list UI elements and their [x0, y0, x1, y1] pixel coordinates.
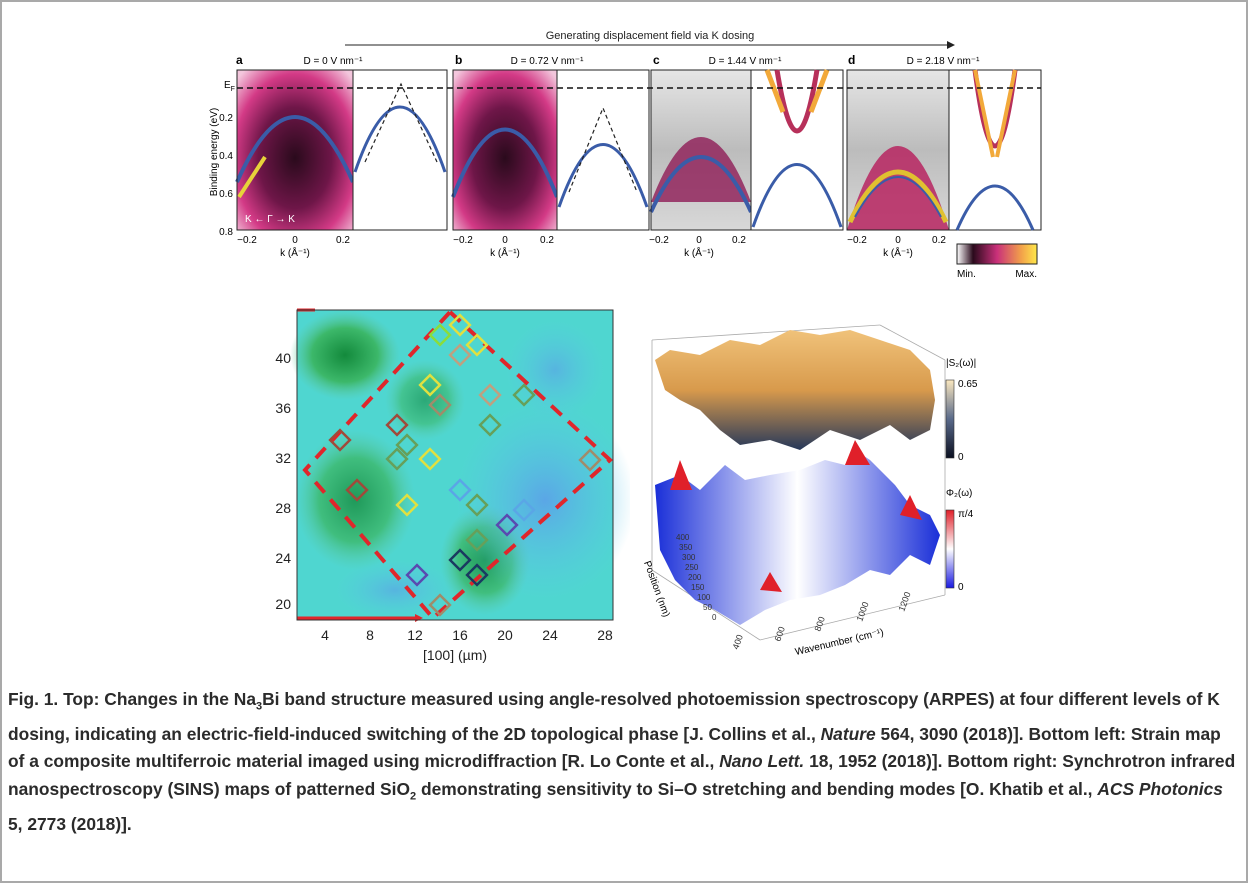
field-label-d: D = 2.18 V nm⁻¹	[907, 56, 980, 67]
strain-xtick: 16	[452, 627, 468, 643]
arpes-xlabel: k (Å⁻¹)	[883, 246, 913, 259]
arpes-ytick: 0.6	[219, 189, 233, 200]
arpes-xtick: −0.2	[453, 235, 473, 246]
field-label-a: D = 0 V nm⁻¹	[304, 56, 364, 67]
arpes-header: Generating displacement field via K dosi…	[546, 30, 755, 42]
arpes-ylabel: Binding energy (eV)	[209, 108, 220, 196]
sins-ytick: 200	[688, 573, 702, 582]
arpes-xtick: 0	[895, 235, 901, 246]
arpes-ytick: 0.4	[219, 151, 233, 162]
sins-colorbar-amplitude	[945, 379, 955, 459]
arpes-ytick: 0.2	[219, 113, 233, 124]
sins-ytick: 50	[703, 603, 712, 612]
arpes-model-b	[556, 69, 650, 231]
arpes-xtick: −0.2	[847, 235, 867, 246]
sins-ytick: 250	[685, 563, 699, 572]
sins-xtick: 1000	[854, 600, 870, 622]
fermi-label: EF	[224, 80, 235, 93]
sins-ytick: 150	[691, 583, 705, 592]
arpes-xlabel: k (Å⁻¹)	[490, 246, 520, 259]
arpes-ytick: 0.8	[219, 227, 233, 238]
arpes-xtick: 0.2	[732, 235, 746, 246]
sins-ytick: 350	[679, 543, 693, 552]
sins-figure: |S₂(ω)| 0.65 0 Φ₂(ω) π/4 0 Position (nm)…	[640, 300, 1000, 670]
strain-ytick: 32	[275, 450, 291, 466]
sins-phase-surface	[655, 450, 940, 625]
strain-xtick: 12	[407, 627, 423, 643]
arpes-xtick: 0	[502, 235, 508, 246]
arpes-map-b	[453, 70, 557, 230]
sins-amplitude-surface	[655, 330, 935, 450]
sins-ylabel: Position (nm)	[641, 560, 671, 619]
field-label-b: D = 0.72 V nm⁻¹	[511, 56, 584, 67]
strain-xtick: 8	[366, 627, 374, 643]
figure-caption: Fig. 1. Top: Changes in the Na3Bi band s…	[8, 689, 1236, 834]
strain-map-figure: 40 36 32 28 24 20 4 8 12 16 20 24 28 [10…	[255, 300, 635, 670]
sins-ytick: 400	[676, 533, 690, 542]
strain-ytick: 36	[275, 400, 291, 416]
arpes-xtick: −0.2	[237, 235, 257, 246]
sins-cbar1-max: 0.65	[958, 379, 978, 390]
sins-colorbar-phase	[945, 509, 955, 589]
sins-xtick: 600	[772, 625, 787, 643]
strain-ytick: 40	[275, 350, 291, 366]
sins-xlabel: Wavenumber (cm⁻¹)	[794, 627, 885, 658]
sins-ytick: 0	[712, 613, 717, 622]
arpes-svg: Generating displacement field via K dosi…	[209, 30, 1042, 280]
strain-map-svg: 40 36 32 28 24 20 4 8 12 16 20 24 28 [10…	[275, 308, 635, 663]
arpes-xtick: 0.2	[336, 235, 350, 246]
inset-label: K ← Γ → K	[245, 214, 295, 225]
strain-xlabel: [100] (µm)	[423, 647, 487, 663]
arpes-colorbar	[956, 243, 1038, 265]
strain-xtick: 28	[597, 627, 613, 643]
arpes-xtick: 0	[292, 235, 298, 246]
arpes-figure: Generating displacement field via K dosi…	[205, 22, 1050, 288]
arpes-xtick: 0	[696, 235, 702, 246]
sins-cbar2-max: π/4	[958, 509, 974, 520]
strain-xtick: 20	[497, 627, 513, 643]
colorbar-max-label: Max.	[1015, 269, 1037, 280]
sins-ytick: 100	[697, 593, 711, 602]
arpes-xtick: −0.2	[649, 235, 669, 246]
sins-xtick: 400	[730, 633, 745, 651]
arpes-model-a	[352, 69, 448, 231]
sins-cbar1-label: |S₂(ω)|	[946, 358, 976, 369]
sins-svg: |S₂(ω)| 0.65 0 Φ₂(ω) π/4 0 Position (nm)…	[641, 324, 978, 658]
arpes-xtick: 0.2	[540, 235, 554, 246]
panel-letter-d: d	[848, 53, 855, 67]
arpes-model-c	[750, 69, 844, 231]
arpes-map-a	[237, 70, 353, 230]
strain-xtick: 24	[542, 627, 558, 643]
strain-ytick: 20	[275, 596, 291, 612]
panel-letter-b: b	[455, 53, 462, 67]
arpes-xlabel: k (Å⁻¹)	[684, 246, 714, 259]
sins-cbar2-min: 0	[958, 582, 964, 593]
strain-ytick: 24	[275, 550, 291, 566]
arpes-model-d	[948, 69, 1042, 231]
strain-xtick: 4	[321, 627, 329, 643]
sins-cbar2-label: Φ₂(ω)	[946, 488, 972, 499]
field-label-c: D = 1.44 V nm⁻¹	[709, 56, 782, 67]
panel-letter-a: a	[236, 53, 243, 67]
strain-ytick: 28	[275, 500, 291, 516]
sins-ytick: 300	[682, 553, 696, 562]
arpes-xtick: 0.2	[932, 235, 946, 246]
sins-xtick: 800	[812, 615, 827, 633]
sins-xtick: 1200	[896, 590, 912, 612]
panel-letter-c: c	[653, 53, 660, 67]
sins-cbar1-min: 0	[958, 452, 964, 463]
arpes-xlabel: k (Å⁻¹)	[280, 246, 310, 259]
colorbar-min-label: Min.	[957, 269, 976, 280]
